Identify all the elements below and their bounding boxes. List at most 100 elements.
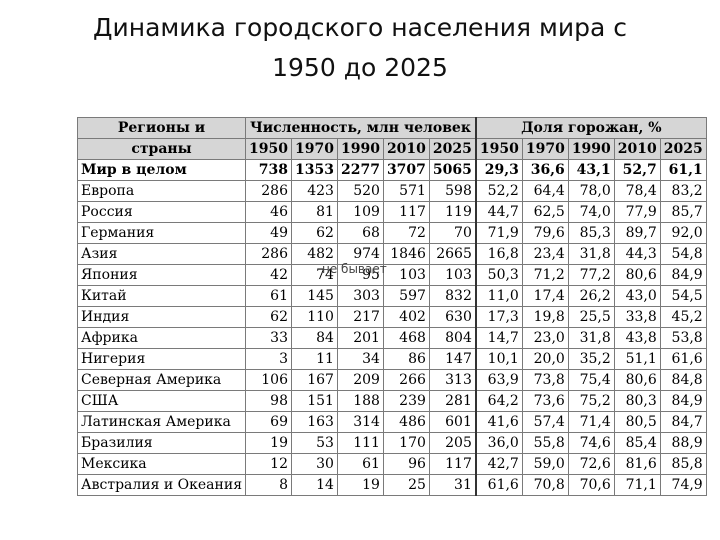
share-cell: 35,2	[567, 348, 615, 370]
region-name: Африка	[76, 327, 247, 349]
share-cell: 41,6	[474, 411, 523, 433]
share-cell: 85,7	[659, 201, 707, 223]
region-name: Мексика	[76, 453, 247, 475]
share-cell: 70,6	[567, 474, 615, 496]
share-cell: 23,4	[521, 243, 569, 265]
table-body: Мир в целом 738 1353 2277 3707 5065 29,3 36,6 43…	[76, 159, 707, 496]
title-line-1: Динамика городского населения мира с	[92, 13, 628, 42]
population-cell: 3707	[382, 159, 430, 181]
share-cell: 77,9	[613, 201, 661, 223]
share-cell: 84,9	[659, 390, 707, 412]
share-cell: 52,7	[613, 159, 661, 181]
population-cell: 8	[245, 474, 292, 496]
population-year-header: 2025	[428, 138, 477, 160]
population-cell: 205	[428, 432, 477, 454]
header-region-line-1: Регионы и	[76, 117, 247, 139]
population-cell: 98	[245, 390, 292, 412]
share-year-header: 2025	[659, 138, 707, 160]
population-cell: 163	[291, 411, 338, 433]
share-cell: 54,8	[659, 243, 707, 265]
population-cell: 217	[336, 306, 384, 328]
share-cell: 20,0	[521, 348, 569, 370]
population-cell: 72	[382, 222, 430, 244]
share-year-header: 1990	[567, 138, 615, 160]
share-cell: 85,8	[659, 453, 707, 475]
population-cell: 468	[382, 327, 430, 349]
share-cell: 31,8	[567, 243, 615, 265]
share-cell: 16,8	[474, 243, 523, 265]
share-cell: 14,7	[474, 327, 523, 349]
region-name: США	[76, 390, 247, 412]
population-cell: 170	[382, 432, 430, 454]
population-cell: 239	[382, 390, 430, 412]
share-cell: 57,4	[521, 411, 569, 433]
population-cell: 25	[382, 474, 430, 496]
share-cell: 80,6	[613, 264, 661, 286]
share-cell: 29,3	[474, 159, 523, 181]
population-cell: 106	[245, 369, 292, 391]
population-cell: 804	[428, 327, 477, 349]
share-cell: 17,3	[474, 306, 523, 328]
population-cell: 31	[428, 474, 477, 496]
share-cell: 84,9	[659, 264, 707, 286]
share-cell: 83,2	[659, 180, 707, 202]
population-cell: 281	[428, 390, 477, 412]
share-cell: 64,4	[521, 180, 569, 202]
population-cell: 738	[245, 159, 292, 181]
region-name: Европа	[76, 180, 247, 202]
population-cell: 598	[428, 180, 477, 202]
population-cell: 2665	[428, 243, 477, 265]
population-cell: 486	[382, 411, 430, 433]
share-cell: 80,3	[613, 390, 661, 412]
population-cell: 1353	[291, 159, 338, 181]
share-cell: 59,0	[521, 453, 569, 475]
population-cell: 119	[428, 201, 477, 223]
table-row: Австралия и Океания 8 14 19 25 31 61,6 70,8 70,6…	[76, 474, 707, 496]
population-cell: 5065	[428, 159, 477, 181]
share-cell: 73,8	[521, 369, 569, 391]
share-cell: 85,4	[613, 432, 661, 454]
share-cell: 92,0	[659, 222, 707, 244]
region-name: Мир в целом	[76, 159, 247, 181]
share-cell: 80,6	[613, 369, 661, 391]
region-name: Россия	[76, 201, 247, 223]
population-cell: 33	[245, 327, 292, 349]
population-cell: 313	[428, 369, 477, 391]
population-year-header: 1970	[291, 138, 338, 160]
population-cell: 68	[336, 222, 384, 244]
share-cell: 84,8	[659, 369, 707, 391]
population-cell: 167	[291, 369, 338, 391]
population-cell: 3	[245, 348, 292, 370]
population-cell: 110	[291, 306, 338, 328]
population-cell: 11	[291, 348, 338, 370]
population-cell: 520	[336, 180, 384, 202]
overlay-caption: не бывает	[322, 262, 387, 276]
share-cell: 36,0	[474, 432, 523, 454]
population-cell: 42	[245, 264, 292, 286]
region-name: Австралия и Океания	[76, 474, 247, 496]
share-cell: 43,1	[567, 159, 615, 181]
share-cell: 89,7	[613, 222, 661, 244]
population-cell: 14	[291, 474, 338, 496]
population-cell: 303	[336, 285, 384, 307]
table-row: Мир в целом 738 1353 2277 3707 5065 29,3 36,6 43…	[76, 159, 707, 181]
share-cell: 79,6	[521, 222, 569, 244]
population-cell: 209	[336, 369, 384, 391]
share-cell: 81,6	[613, 453, 661, 475]
share-cell: 45,2	[659, 306, 707, 328]
share-year-header: 2010	[613, 138, 661, 160]
header-share: Доля горожан, %	[474, 117, 707, 139]
urban-population-table: Регионы и Численность, млн человек Доля …	[76, 117, 707, 496]
population-cell: 117	[382, 201, 430, 223]
population-cell: 103	[382, 264, 430, 286]
table-row: Индия 62 110 217 402 630 17,3 19,8 25,5 33,8 45,2	[76, 306, 707, 328]
share-cell: 55,8	[521, 432, 569, 454]
share-cell: 25,5	[567, 306, 615, 328]
share-cell: 73,6	[521, 390, 569, 412]
share-cell: 36,6	[521, 159, 569, 181]
share-cell: 33,8	[613, 306, 661, 328]
population-cell: 147	[428, 348, 477, 370]
share-cell: 61,6	[659, 348, 707, 370]
population-cell: 571	[382, 180, 430, 202]
share-cell: 85,3	[567, 222, 615, 244]
